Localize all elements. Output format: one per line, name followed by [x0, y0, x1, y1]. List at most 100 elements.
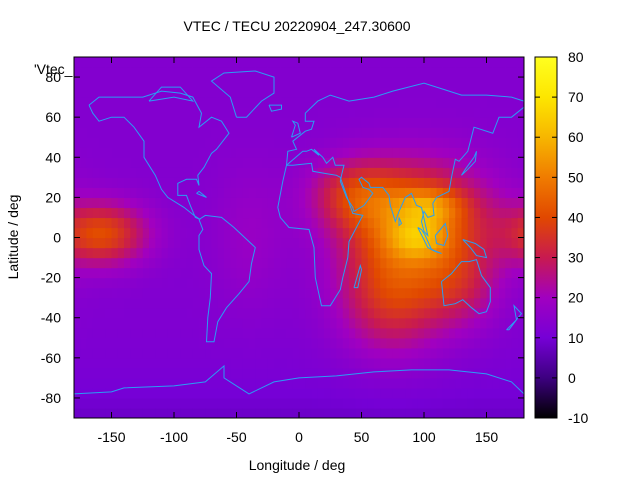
heat-cell [349, 267, 356, 279]
heat-cell [342, 217, 350, 229]
heat-cell [280, 237, 288, 249]
heat-cell [324, 257, 331, 269]
heat-cell [499, 57, 506, 68]
heat-cell [336, 157, 344, 168]
heat-cell [486, 87, 494, 98]
heat-cell [367, 237, 375, 249]
heat-cell [324, 97, 331, 108]
heat-cell [474, 277, 481, 289]
heat-cell [167, 357, 175, 369]
heat-cell [186, 247, 194, 259]
heat-cell [205, 387, 213, 399]
heat-cell [105, 327, 113, 339]
heat-cell [130, 307, 138, 319]
heat-cell [299, 147, 306, 158]
heat-cell [324, 187, 331, 198]
heat-cell [149, 357, 156, 369]
heat-cell [386, 237, 394, 249]
heat-cell [480, 317, 488, 329]
heat-cell [255, 187, 263, 198]
heat-cell [124, 247, 131, 259]
heat-cell [136, 397, 144, 409]
heat-cell [405, 177, 413, 188]
heat-cell [199, 407, 206, 418]
heat-cell [161, 97, 169, 108]
heat-cell [99, 197, 106, 209]
coastline [148, 86, 195, 102]
heat-cell [511, 387, 519, 399]
heat-cell [249, 77, 256, 88]
heat-cell [336, 267, 344, 279]
heat-cell [255, 257, 263, 269]
heat-cell [199, 327, 206, 339]
heat-cell [292, 177, 300, 188]
coastline [441, 258, 491, 315]
heat-cell [405, 187, 413, 198]
heat-cell [461, 57, 469, 68]
heat-cell [86, 177, 94, 188]
heat-cell [111, 57, 119, 68]
heat-cell [267, 297, 275, 309]
heat-cell [274, 127, 281, 138]
heat-cell [105, 127, 113, 138]
heat-cell [161, 387, 169, 399]
heat-cell [99, 387, 106, 399]
heat-cell [305, 337, 313, 349]
heat-cell [180, 237, 188, 249]
heat-cell [111, 317, 119, 329]
heat-cell [167, 287, 175, 299]
heat-cell [130, 77, 138, 88]
heat-cell [217, 367, 225, 379]
heat-cell [199, 307, 206, 319]
heat-cell [155, 207, 163, 219]
heat-cell [230, 327, 238, 339]
heat-cell [392, 407, 400, 418]
heat-cell [74, 77, 81, 88]
heat-cell [511, 247, 519, 259]
heat-cell [161, 207, 169, 219]
heat-cell [411, 67, 419, 78]
heat-cell [117, 357, 125, 369]
heat-cell [236, 237, 244, 249]
heat-cell [142, 197, 150, 209]
heat-cell [230, 407, 238, 418]
heat-cell [399, 207, 406, 219]
heat-cell [274, 237, 281, 249]
heat-cell [86, 187, 94, 198]
heat-cell [205, 407, 213, 418]
heat-cell [267, 217, 275, 229]
heat-cell [317, 67, 325, 78]
heat-cell [455, 57, 463, 68]
heat-cell [224, 57, 231, 68]
heat-cell [249, 197, 256, 209]
heat-cell [330, 67, 338, 78]
heat-cell [155, 147, 163, 158]
heat-cell [305, 367, 313, 379]
heat-cell [286, 77, 294, 88]
heat-cell [361, 407, 369, 418]
heat-cell [124, 307, 131, 319]
heat-cell [511, 127, 519, 138]
heat-cell [467, 177, 475, 188]
heat-cell [405, 407, 413, 418]
heat-cell [492, 207, 500, 219]
heat-cell [467, 77, 475, 88]
heat-cell [517, 247, 524, 259]
heat-cell [292, 347, 300, 359]
heat-cell [255, 157, 263, 168]
heat-cell [330, 97, 338, 108]
heat-cell [117, 397, 125, 409]
heat-cell [99, 287, 106, 299]
heat-cell [505, 357, 513, 369]
heat-cell [161, 287, 169, 299]
heat-cell [424, 217, 431, 229]
heat-cell [392, 137, 400, 148]
heat-cell [486, 307, 494, 319]
heat-cell [436, 237, 444, 249]
heat-cell [224, 407, 231, 418]
heat-cell [117, 337, 125, 349]
heat-cell [211, 357, 219, 369]
heat-cell [374, 157, 381, 168]
heat-cell [86, 347, 94, 359]
heat-cell [292, 277, 300, 289]
